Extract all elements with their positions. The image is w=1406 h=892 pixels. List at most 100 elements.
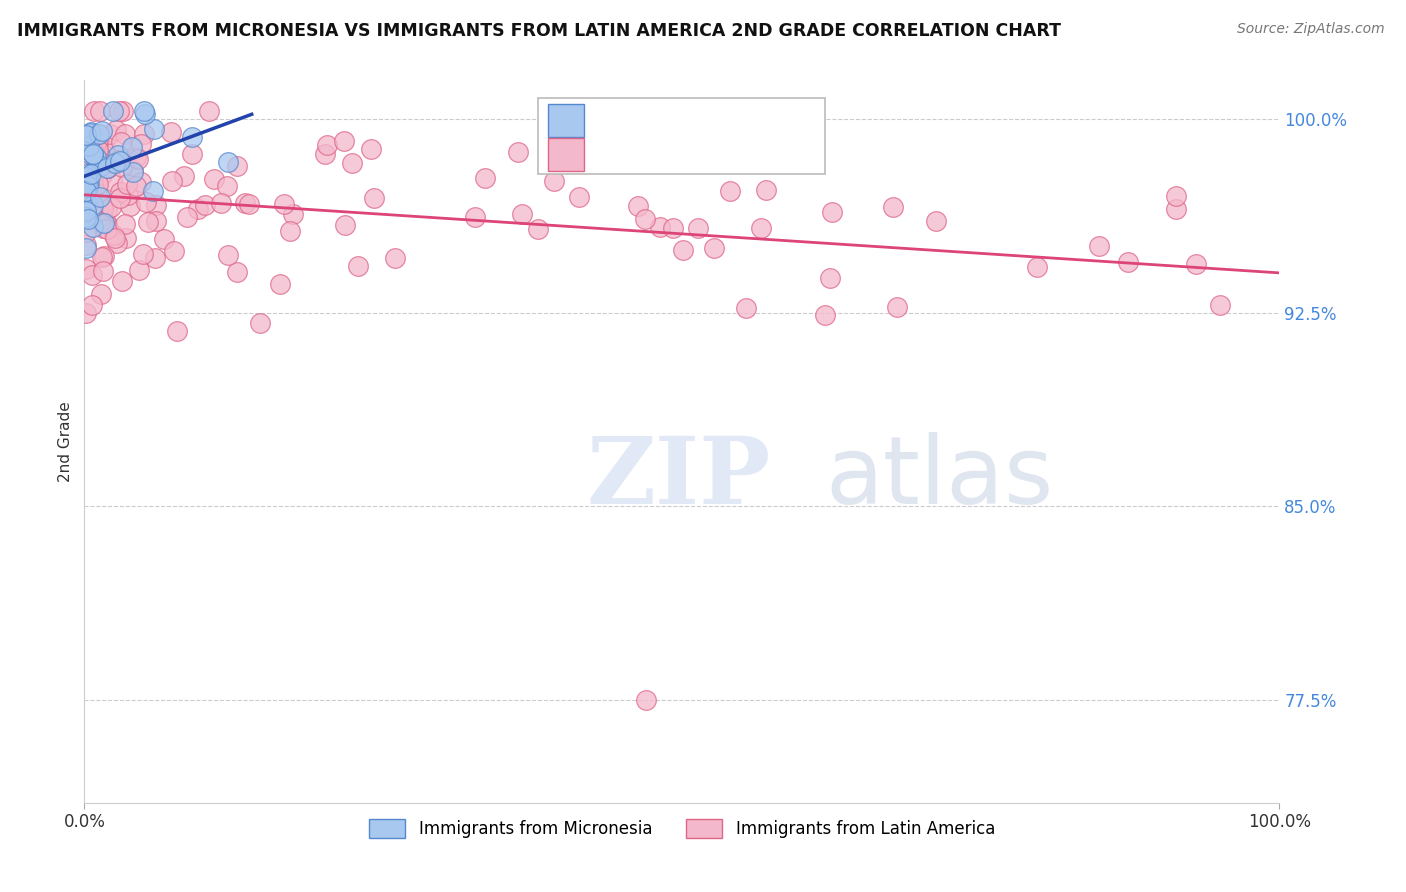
Point	[128, 263, 150, 277]
Point	[215, 178, 238, 193]
Point	[134, 106, 156, 120]
Point	[82, 268, 104, 282]
Point	[1166, 189, 1188, 203]
Point	[209, 195, 232, 210]
Point	[83, 180, 105, 194]
Point	[249, 316, 271, 330]
Text: atlas: atlas	[825, 432, 1053, 524]
Point	[75, 180, 97, 194]
Point	[79, 154, 101, 169]
Point	[82, 146, 104, 161]
Text: 150: 150	[731, 144, 772, 162]
Point	[108, 191, 131, 205]
Point	[84, 146, 107, 161]
Point	[333, 134, 356, 148]
Point	[142, 185, 165, 199]
Point	[821, 204, 844, 219]
Point	[94, 142, 117, 156]
Point	[97, 161, 120, 175]
Point	[543, 173, 565, 187]
Point	[75, 305, 97, 319]
Point	[76, 172, 98, 186]
Point	[233, 195, 256, 210]
Point	[136, 215, 159, 229]
Point	[111, 274, 134, 288]
Point	[84, 150, 107, 164]
Point	[633, 211, 655, 226]
Point	[117, 188, 139, 202]
Point	[80, 167, 103, 181]
Point	[132, 247, 155, 261]
Point	[662, 220, 685, 235]
Point	[648, 219, 671, 234]
Point	[110, 153, 132, 168]
Point	[314, 147, 336, 161]
Point	[80, 204, 103, 219]
Point	[96, 217, 118, 231]
Point	[160, 126, 183, 140]
Text: 0.124: 0.124	[630, 110, 690, 128]
Point	[703, 241, 725, 255]
Point	[91, 168, 114, 182]
Point	[1164, 202, 1187, 216]
Point	[80, 201, 103, 215]
Point	[1209, 298, 1232, 312]
Point	[75, 163, 97, 178]
Text: R =: R =	[596, 144, 636, 162]
Point	[98, 128, 121, 142]
Point	[104, 231, 127, 245]
Point	[79, 126, 101, 140]
Point	[384, 251, 406, 265]
Point	[464, 210, 486, 224]
Point	[163, 244, 186, 259]
Point	[93, 249, 115, 263]
Point	[93, 264, 115, 278]
Point	[269, 277, 291, 292]
Point	[198, 104, 221, 119]
Point	[76, 181, 98, 195]
Point	[125, 178, 148, 193]
Point	[166, 324, 188, 338]
Point	[79, 147, 101, 161]
Point	[107, 156, 129, 170]
Point	[688, 221, 710, 235]
Point	[84, 145, 107, 159]
Point	[121, 165, 143, 179]
Point	[718, 184, 741, 198]
Point	[107, 147, 129, 161]
Point	[87, 133, 110, 147]
Point	[135, 195, 157, 210]
Point	[101, 104, 124, 119]
Point	[181, 129, 204, 144]
Point	[143, 251, 166, 265]
Point	[89, 155, 111, 169]
Point	[363, 191, 385, 205]
Text: 43: 43	[731, 110, 758, 128]
Point	[75, 203, 97, 218]
Point	[114, 128, 136, 142]
Point	[93, 216, 115, 230]
Point	[82, 220, 104, 235]
Point	[238, 197, 260, 211]
Point	[80, 124, 103, 138]
Point	[96, 202, 118, 217]
Point	[90, 151, 112, 165]
Legend: Immigrants from Micronesia, Immigrants from Latin America: Immigrants from Micronesia, Immigrants f…	[363, 813, 1001, 845]
Text: ZIP: ZIP	[586, 433, 770, 523]
Point	[202, 172, 225, 186]
Point	[89, 215, 111, 229]
Point	[87, 127, 110, 141]
Point	[75, 241, 97, 255]
Y-axis label: 2nd Grade: 2nd Grade	[58, 401, 73, 482]
Point	[333, 218, 356, 232]
Point	[755, 183, 778, 197]
Point	[110, 135, 132, 149]
Point	[103, 228, 125, 243]
Point	[124, 150, 146, 164]
Point	[75, 128, 97, 142]
Point	[75, 170, 97, 185]
Point	[75, 238, 97, 252]
Point	[75, 133, 97, 147]
Point	[121, 139, 143, 153]
Point	[360, 142, 382, 156]
